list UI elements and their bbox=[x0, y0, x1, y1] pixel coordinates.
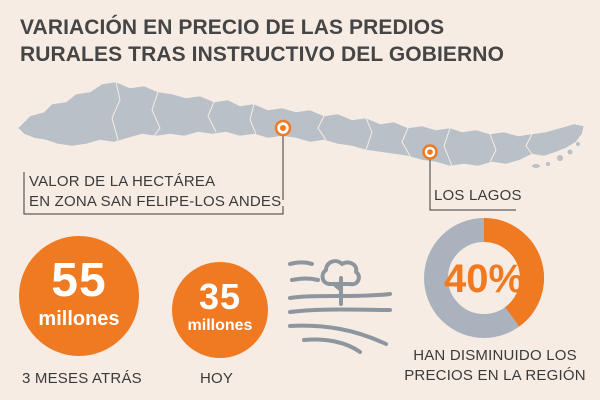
callout-san-felipe: VALOR DE LA HECTÁREA EN ZONA SAN FELIPE-… bbox=[29, 172, 281, 212]
title-line-2: RURALES TRAS INSTRUCTIVO DEL GOBIERNO bbox=[20, 43, 505, 66]
percent-donut: 40% bbox=[424, 218, 544, 338]
stat-unit: millones bbox=[187, 317, 253, 334]
title-line-1: VARIACIÓN EN PRECIO DE LAS PREDIOS bbox=[20, 16, 445, 39]
page-title: VARIACIÓN EN PRECIO DE LAS PREDIOS RURAL… bbox=[20, 14, 505, 68]
stat-label-before: 3 MESES ATRÁS bbox=[22, 370, 142, 387]
map-shape bbox=[17, 81, 585, 167]
stat-circle-now: 35 millones bbox=[172, 262, 268, 358]
stat-label-now: HOY bbox=[200, 370, 234, 387]
donut-percent: 40% bbox=[444, 257, 524, 301]
field-rows bbox=[288, 260, 392, 354]
map-islands bbox=[532, 142, 580, 168]
callout-los-lagos: LOS LAGOS bbox=[434, 187, 522, 204]
donut-caption: HAN DISMINUIDO LOS PRECIOS EN LA REGIÓN bbox=[400, 346, 590, 386]
callout-line-1: VALOR DE LA HECTÁREA bbox=[29, 173, 216, 190]
donut-caption-line-2: PRECIOS EN LA REGIÓN bbox=[404, 367, 586, 384]
map-region-lines bbox=[111, 81, 533, 167]
map-pin-icon bbox=[274, 119, 292, 137]
stat-unit: millones bbox=[38, 308, 120, 330]
tree-icon bbox=[320, 259, 361, 306]
chile-map bbox=[17, 81, 585, 200]
map-pin-icon bbox=[422, 144, 438, 160]
stat-circle-before: 55 millones bbox=[19, 236, 139, 356]
donut-arc bbox=[483, 218, 544, 327]
callout-line-2: EN ZONA SAN FELIPE-LOS ANDES bbox=[29, 193, 282, 210]
stat-value: 35 bbox=[198, 276, 242, 317]
farm-field-icon bbox=[288, 259, 392, 354]
stat-value: 55 bbox=[51, 254, 107, 307]
donut-caption-line-1: HAN DISMINUIDO LOS bbox=[413, 347, 577, 364]
